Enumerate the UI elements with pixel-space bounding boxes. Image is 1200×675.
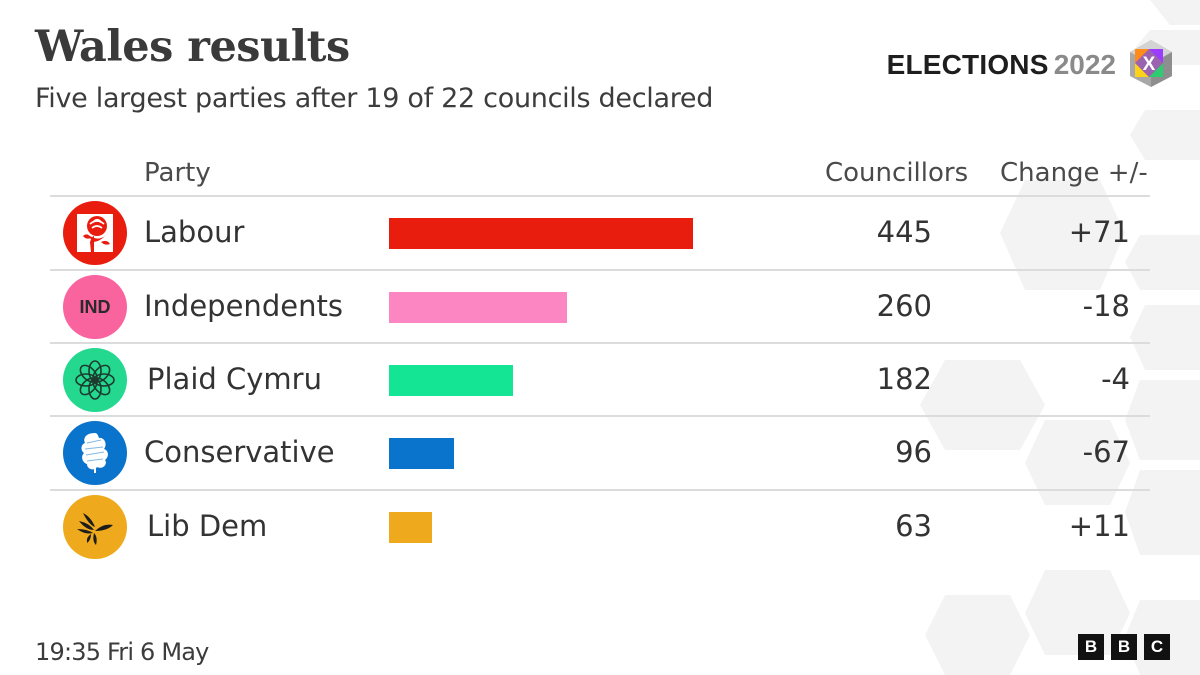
councillors-value: 260 [876,289,932,323]
column-header-party: Party [144,158,211,188]
brand-text: ELECTIONS [886,49,1049,80]
councillors-bar [389,292,567,323]
change-value: -18 [1082,289,1130,323]
party-name: Plaid Cymru [147,362,322,396]
divider [50,342,1150,344]
party-name: Independents [144,289,343,323]
party-name: Lib Dem [147,509,268,543]
bbc-logo-letter: B [1078,634,1104,660]
plaid-cymru-flower-icon [63,348,127,412]
table-row-independents: IND Independents 260 -18 [50,271,1150,344]
conservative-tree-icon [63,421,127,485]
divider [50,415,1150,417]
divider [50,269,1150,271]
labour-rose-icon [63,201,127,265]
councillors-bar [389,512,432,543]
page-title: Wales results [35,22,350,72]
bbc-logo-letter: C [1144,634,1170,660]
divider [50,195,1150,197]
councillors-value: 182 [876,362,932,396]
ind-badge-icon: IND [63,275,127,339]
councillors-bar [389,365,513,396]
column-header-change: Change +/- [1000,158,1148,188]
elections-brand: ELECTIONS 2022 X [887,38,1174,92]
elections-cube-x-icon: X [1128,38,1174,92]
change-value: -67 [1082,435,1130,469]
divider [50,489,1150,491]
change-value: -4 [1101,362,1130,396]
table-row-conservative: Conservative 96 -67 [50,417,1150,490]
table-row-lib-dem: Lib Dem 63 +11 [50,491,1150,564]
change-value: +71 [1068,215,1130,249]
bbc-logo: B B C [1078,634,1170,660]
party-name: Labour [144,215,245,249]
change-value: +11 [1068,509,1130,543]
councillors-value: 63 [895,509,932,543]
party-name: Conservative [144,435,335,469]
svg-text:X: X [1143,54,1156,75]
councillors-value: 445 [876,215,932,249]
table-row-labour: Labour 445 +71 [50,197,1150,270]
page-subtitle: Five largest parties after 19 of 22 coun… [35,83,714,114]
ind-badge-text: IND [79,296,111,317]
councillors-value: 96 [895,435,932,469]
timestamp: 19:35 Fri 6 May [35,638,209,666]
councillors-bar [389,438,454,469]
column-header-councillors: Councillors [825,158,969,188]
lib-dem-bird-icon [63,495,127,559]
bbc-logo-letter: B [1111,634,1137,660]
brand-label: ELECTIONS 2022 [887,49,1116,81]
councillors-bar [389,218,693,249]
table-row-plaid-cymru: Plaid Cymru 182 -4 [50,344,1150,417]
brand-year: 2022 [1053,49,1116,80]
